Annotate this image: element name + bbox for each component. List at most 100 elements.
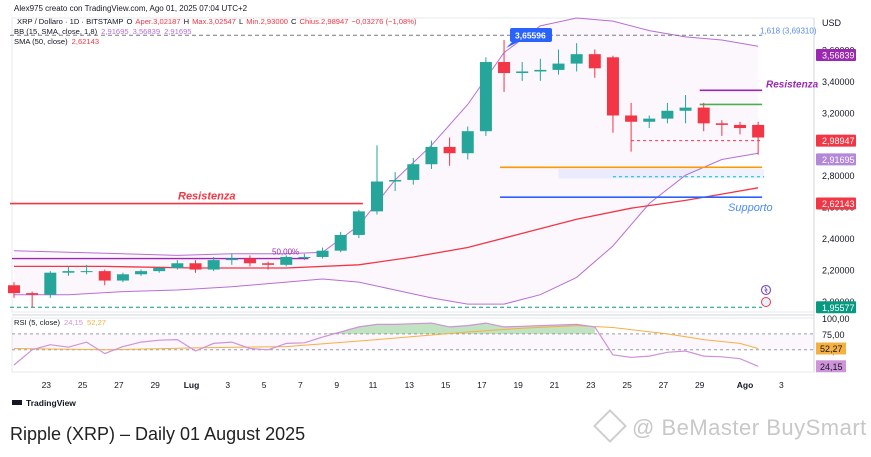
x-tick-label: 21 [550, 380, 560, 390]
candle-body [461, 131, 474, 154]
x-tick-label: Ago [737, 380, 754, 390]
price-badge-label: 2,91695 [822, 155, 855, 165]
price-badge-bg [816, 153, 856, 166]
price-badge-bg [816, 197, 856, 210]
candle-body [243, 258, 256, 264]
x-tick-label: 23 [42, 380, 52, 390]
price-badge-bg [816, 134, 856, 147]
flag-icon [761, 297, 771, 307]
candle-body [316, 250, 329, 257]
candle-body [752, 124, 765, 138]
candle-body [98, 271, 111, 281]
candle-body [171, 263, 184, 268]
header-ohlc-part: Aper.3,02187 [135, 17, 180, 26]
price-badge-bg [816, 301, 856, 314]
sma-value: 2,62143 [72, 37, 99, 46]
sma-label: SMA (50, close) [14, 37, 68, 46]
candle-body [407, 164, 420, 180]
candle-body [697, 107, 710, 124]
header-ohlc-part: −0,03276 (−1,08%) [351, 17, 416, 26]
event-icon [760, 284, 772, 296]
x-tick-label: 13 [405, 380, 415, 390]
supporto-label: Supporto [728, 202, 773, 214]
x-tick-label: 27 [114, 380, 124, 390]
candle-body [443, 146, 456, 154]
candle-body [425, 146, 438, 165]
bb-upper: 3,56839 [133, 27, 160, 36]
x-tick-label: 19 [513, 380, 523, 390]
rsi-badge: 24,15 [820, 362, 843, 372]
x-tick-label: 29 [150, 380, 160, 390]
candle-body [679, 107, 692, 111]
rsi-pane [12, 322, 814, 367]
header-ohlc-part: Chius.2,98947 [300, 17, 349, 26]
candle-body [661, 110, 674, 119]
chart-caption: Ripple (XRP) – Daily 01 August 2025 [10, 424, 306, 444]
bb-lower-line [14, 152, 759, 305]
candle-body [80, 271, 93, 273]
x-tick-label: 25 [78, 380, 88, 390]
rsi-band [12, 333, 814, 350]
candle-body [389, 179, 402, 182]
candle-body [552, 63, 565, 70]
rsi-label: RSI (5, close) [14, 318, 60, 327]
x-tick-label: 5 [262, 380, 267, 390]
header-ohlc-part: O [126, 17, 132, 26]
x-tick-label: 17 [477, 380, 487, 390]
price-badge-bg [816, 48, 856, 61]
rsi-ma-line [13, 325, 759, 351]
candle-body [570, 54, 583, 64]
x-tick-label: 15 [441, 380, 451, 390]
x-tick-label: 7 [298, 380, 303, 390]
header-ohlc: XRP / Dollaro · 1D · BITSTAMP O Aper.3,021… [17, 17, 417, 26]
header-line1: Alex975 creato con TradingView.com, Ago … [14, 4, 248, 13]
support-zone [558, 168, 765, 179]
candle-body [62, 271, 75, 273]
bb-label: BB (15, SMA, close, 1,8) [14, 27, 98, 36]
watermark: @ BeMaster BuySmart [593, 409, 867, 443]
candle-body [352, 211, 365, 235]
price-tick-label: 2,40000 [822, 234, 855, 244]
watermark-icon [593, 409, 627, 443]
x-tick-label: 9 [334, 380, 339, 390]
candle-body [44, 272, 57, 295]
candle-body [498, 62, 511, 74]
candle-body [606, 57, 619, 116]
x-tick-label: 3 [779, 380, 784, 390]
candle-body [116, 274, 129, 281]
levels [10, 34, 765, 308]
header-ohlc-part: C [291, 17, 297, 26]
rsi-line [13, 322, 759, 367]
price-tick-label: 2,80000 [822, 171, 855, 181]
bb-fill [14, 18, 759, 305]
x-tick-label: 29 [695, 380, 705, 390]
resistenza-left-label: Resistenza [178, 191, 235, 203]
candle-body [26, 293, 39, 295]
candle-body [734, 124, 746, 129]
x-tick-label: 23 [586, 380, 596, 390]
watermark-text: @ BeMaster BuySmart [632, 415, 867, 440]
resistenza-right-label: Resistenza [766, 79, 819, 90]
price-badge-label: 2,98947 [822, 136, 855, 146]
rsi-badge-bg [816, 360, 846, 373]
bb-lower: 2,91695 [164, 27, 191, 36]
candle-body [334, 234, 347, 251]
candle-body [207, 260, 220, 270]
candles [8, 40, 765, 308]
header-ohlc-part: L [239, 17, 243, 26]
header-ohlc-part: Min.2,93000 [246, 17, 288, 26]
candle-body [715, 123, 728, 125]
candle-body [8, 285, 20, 294]
peak-badge-pointer [506, 42, 518, 48]
candle-body [262, 263, 275, 265]
rsi-ma-badge: 52,27 [820, 344, 843, 354]
grid [11, 17, 815, 373]
axes: 3,600003,400003,200002,800002,600002,400… [42, 18, 856, 390]
fib-label: 1,618 (3,69310) [760, 26, 817, 35]
rsi-tick-label: 75,00 [822, 330, 845, 340]
rsi-ma-value: 52,27 [87, 318, 106, 327]
price-badge-label: 1,95577 [822, 303, 855, 313]
peak-badge-bg [510, 28, 552, 42]
